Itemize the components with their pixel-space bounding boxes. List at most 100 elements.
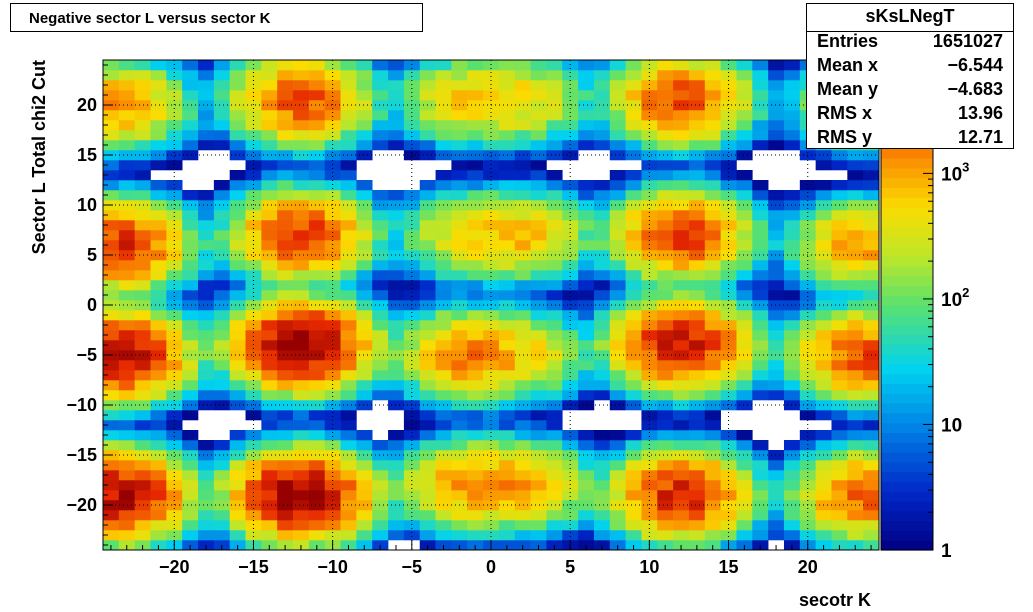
heatmap-cell bbox=[245, 320, 262, 331]
x-tick-label: 5 bbox=[565, 557, 575, 577]
heatmap-cell bbox=[435, 330, 452, 341]
heatmap-cell bbox=[704, 170, 721, 181]
heatmap-cell bbox=[261, 120, 278, 131]
heatmap-cell bbox=[403, 120, 421, 131]
heatmap-cell bbox=[847, 340, 864, 351]
heatmap-cell bbox=[641, 310, 658, 321]
heatmap-cell bbox=[831, 320, 848, 331]
heatmap-cell bbox=[736, 480, 753, 491]
heatmap-cell bbox=[451, 470, 468, 481]
heatmap-cell bbox=[562, 440, 579, 451]
heatmap-cell bbox=[467, 340, 484, 351]
heatmap-cell bbox=[134, 240, 151, 251]
heatmap-cell bbox=[593, 210, 611, 221]
heatmap-cell bbox=[308, 460, 326, 471]
heatmap-cell bbox=[688, 100, 706, 111]
heatmap-cell bbox=[435, 220, 452, 231]
heatmap-cell bbox=[213, 230, 230, 241]
heatmap-cell bbox=[419, 310, 436, 321]
heatmap-cell bbox=[103, 290, 120, 301]
heatmap-cell bbox=[451, 480, 468, 491]
heatmap-cell bbox=[324, 530, 341, 541]
heatmap-cell bbox=[752, 260, 769, 271]
heatmap-cell bbox=[229, 140, 246, 151]
heatmap-cell bbox=[182, 450, 199, 461]
heatmap-cell bbox=[388, 350, 405, 361]
heatmap-cell bbox=[546, 220, 563, 231]
heatmap-cell bbox=[768, 340, 785, 351]
heatmap-cell bbox=[609, 530, 626, 541]
heatmap-cell bbox=[720, 280, 737, 291]
heatmap-cell bbox=[166, 250, 183, 261]
heatmap-cell bbox=[673, 70, 690, 81]
heatmap-cell bbox=[467, 330, 484, 341]
heatmap-cell bbox=[530, 330, 547, 341]
heatmap-cell bbox=[514, 260, 531, 271]
heatmap-cell bbox=[435, 70, 452, 81]
color-bar-segment bbox=[881, 510, 933, 522]
heatmap-cell bbox=[229, 340, 246, 351]
heatmap-cell bbox=[467, 310, 484, 321]
heatmap-cell bbox=[799, 530, 816, 541]
heatmap-cell bbox=[657, 60, 674, 71]
heatmap-cell bbox=[293, 310, 310, 321]
heatmap-cell bbox=[213, 480, 230, 491]
heatmap-cell bbox=[308, 100, 326, 111]
heatmap-cell bbox=[720, 60, 737, 71]
heatmap-cell bbox=[673, 430, 690, 441]
heatmap-cell bbox=[799, 480, 816, 491]
heatmap-cell bbox=[688, 300, 706, 311]
heatmap-cell bbox=[118, 60, 135, 71]
heatmap-cell bbox=[657, 340, 674, 351]
heatmap-cell bbox=[198, 450, 215, 461]
heatmap-cell bbox=[593, 60, 611, 71]
heatmap-cell bbox=[198, 240, 215, 251]
heatmap-cell bbox=[609, 90, 626, 101]
heatmap-cell bbox=[688, 460, 706, 471]
heatmap-cell bbox=[356, 450, 373, 461]
heatmap-cell bbox=[625, 250, 642, 261]
heatmap-cell bbox=[419, 380, 436, 391]
heatmap-cell bbox=[783, 300, 801, 311]
heatmap-cell bbox=[166, 300, 183, 311]
heatmap-cell bbox=[720, 160, 737, 171]
heatmap-cell bbox=[673, 360, 690, 371]
heatmap-cell bbox=[688, 500, 706, 511]
heatmap-cell bbox=[736, 330, 753, 341]
heatmap-cell bbox=[704, 320, 721, 331]
heatmap-cell bbox=[752, 220, 769, 231]
heatmap-cell bbox=[372, 310, 389, 321]
heatmap-cell bbox=[752, 140, 769, 151]
heatmap-cell bbox=[514, 130, 531, 141]
heatmap-cell bbox=[451, 110, 468, 121]
heatmap-cell bbox=[863, 270, 880, 281]
heatmap-cell bbox=[530, 130, 547, 141]
heatmap-cell bbox=[657, 360, 674, 371]
heatmap-cell bbox=[340, 280, 357, 291]
heatmap-cell bbox=[498, 280, 516, 291]
heatmap-cell bbox=[324, 100, 341, 111]
heatmap-cell bbox=[340, 410, 357, 421]
heatmap-cell bbox=[657, 500, 674, 511]
heatmap-cell bbox=[229, 460, 246, 471]
heatmap-cell bbox=[467, 230, 484, 241]
heatmap-cell bbox=[783, 480, 801, 491]
heatmap-cell bbox=[403, 270, 421, 281]
heatmap-cell bbox=[467, 90, 484, 101]
heatmap-cell bbox=[641, 320, 658, 331]
heatmap-cell bbox=[340, 170, 357, 181]
heatmap-cell bbox=[451, 340, 468, 351]
heatmap-cell bbox=[229, 130, 246, 141]
heatmap-cell bbox=[578, 400, 595, 411]
heatmap-cell bbox=[609, 180, 626, 191]
heatmap-cell bbox=[847, 290, 864, 301]
heatmap-cell bbox=[783, 100, 801, 111]
heatmap-cell bbox=[166, 330, 183, 341]
heatmap-cell bbox=[293, 80, 310, 91]
heatmap-cell bbox=[609, 440, 626, 451]
color-bar-segment bbox=[881, 265, 933, 277]
heatmap-cell bbox=[752, 230, 769, 241]
heatmap-cell bbox=[419, 70, 436, 81]
heatmap-cell bbox=[293, 390, 310, 401]
heatmap-cell bbox=[688, 270, 706, 281]
